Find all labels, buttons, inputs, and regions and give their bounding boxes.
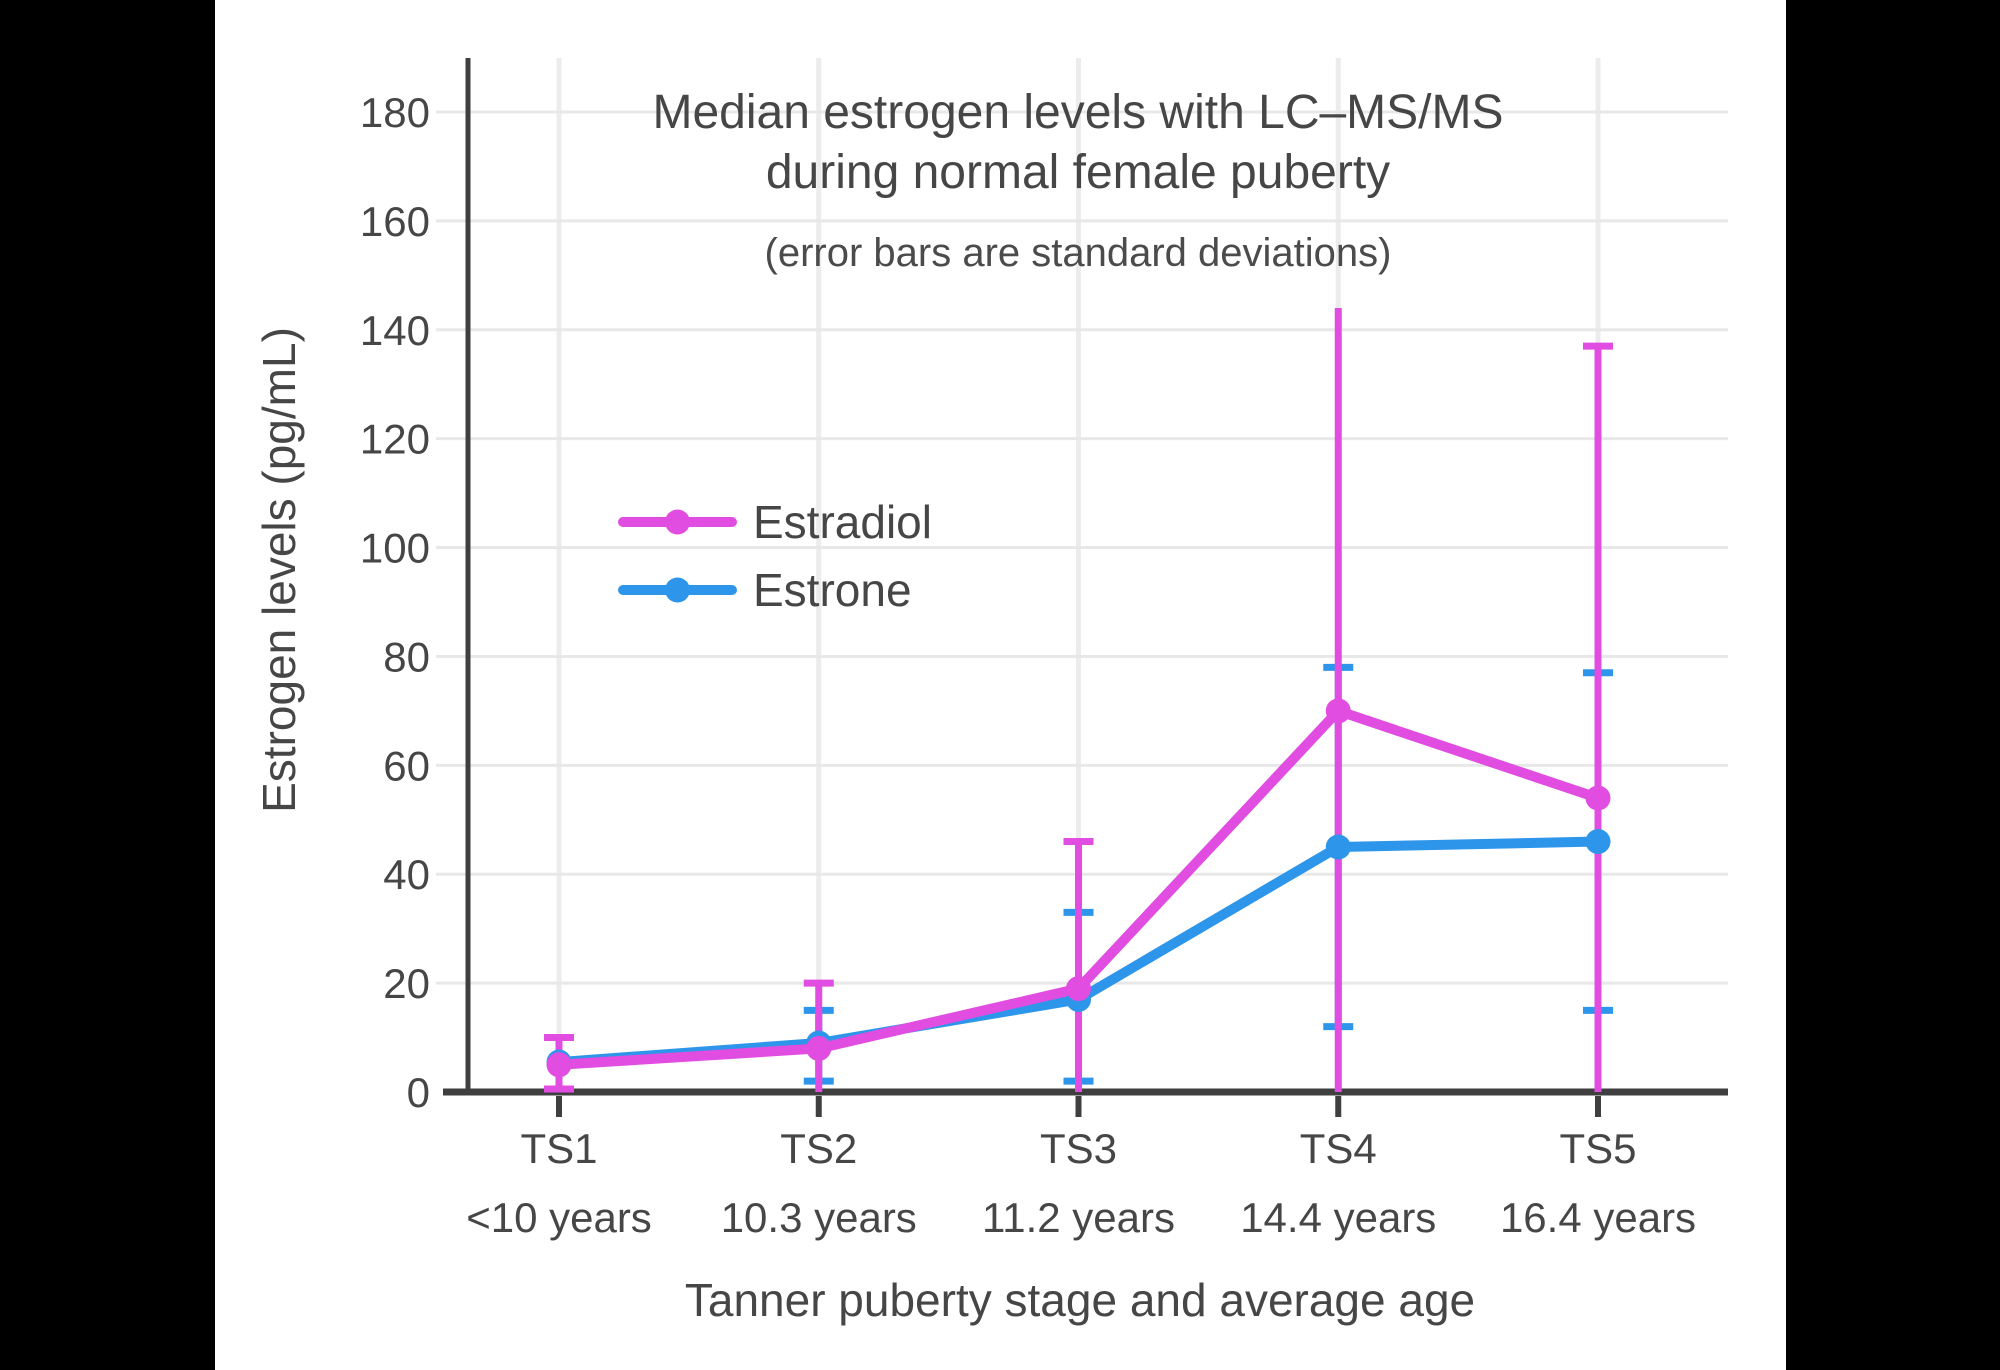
x-tick-label-age: 10.3 years xyxy=(721,1194,917,1241)
chart-title-line1: Median estrogen levels with LC–MS/MS xyxy=(652,86,1503,139)
data-point-estradiol-ts2 xyxy=(806,1035,832,1061)
chart-panel xyxy=(215,0,1786,1370)
legend-swatch-marker-estradiol xyxy=(665,509,690,535)
y-tick-label: 60 xyxy=(383,742,430,789)
x-tick-label-stage: TS4 xyxy=(1300,1125,1377,1172)
y-tick-label: 0 xyxy=(407,1069,430,1116)
x-tick-label-stage: TS1 xyxy=(520,1125,597,1172)
y-tick-label: 20 xyxy=(383,960,430,1007)
plot-area: 0 20 40 60 80 100 120 140 160 180 TS1 <10 years TS2 1… xyxy=(360,58,1728,1241)
legend-swatch-marker-estrone xyxy=(665,577,690,603)
x-tick-label-age: 14.4 years xyxy=(1240,1194,1436,1241)
legend-item-estradiol: Estradiol xyxy=(753,496,932,548)
y-tick-label: 140 xyxy=(360,307,430,354)
x-tick-label-stage: TS2 xyxy=(780,1125,857,1172)
data-point-estradiol-ts4 xyxy=(1325,698,1351,724)
x-tick-label-age: <10 years xyxy=(466,1194,652,1241)
x-tick-label-age: 11.2 years xyxy=(982,1194,1175,1241)
chart-subtitle: (error bars are standard deviations) xyxy=(765,231,1392,275)
y-tick-label: 120 xyxy=(360,416,430,463)
data-point-estradiol-ts5 xyxy=(1585,785,1611,811)
legend-item-estrone: Estrone xyxy=(753,564,912,616)
y-axis-title: Estrogen levels (pg/mL) xyxy=(253,327,305,813)
data-point-estradiol-ts3 xyxy=(1066,976,1091,1002)
y-tick-label: 180 xyxy=(360,89,430,136)
x-tick-label-stage: TS3 xyxy=(1040,1125,1117,1172)
y-tick-label: 40 xyxy=(383,851,430,898)
data-point-estrone-ts4 xyxy=(1325,834,1351,860)
y-tick-label: 100 xyxy=(360,525,430,572)
x-axis-title: Tanner puberty stage and average age xyxy=(685,1274,1475,1326)
x-tick-label-stage: TS5 xyxy=(1559,1125,1636,1172)
chart-title-line2: during normal female puberty xyxy=(766,146,1390,199)
y-tick-label: 80 xyxy=(383,633,430,680)
data-point-estradiol-ts1 xyxy=(546,1052,572,1078)
data-point-estrone-ts5 xyxy=(1585,829,1611,855)
y-tick-label: 160 xyxy=(360,198,430,245)
x-tick-label-age: 16.4 years xyxy=(1500,1194,1696,1241)
